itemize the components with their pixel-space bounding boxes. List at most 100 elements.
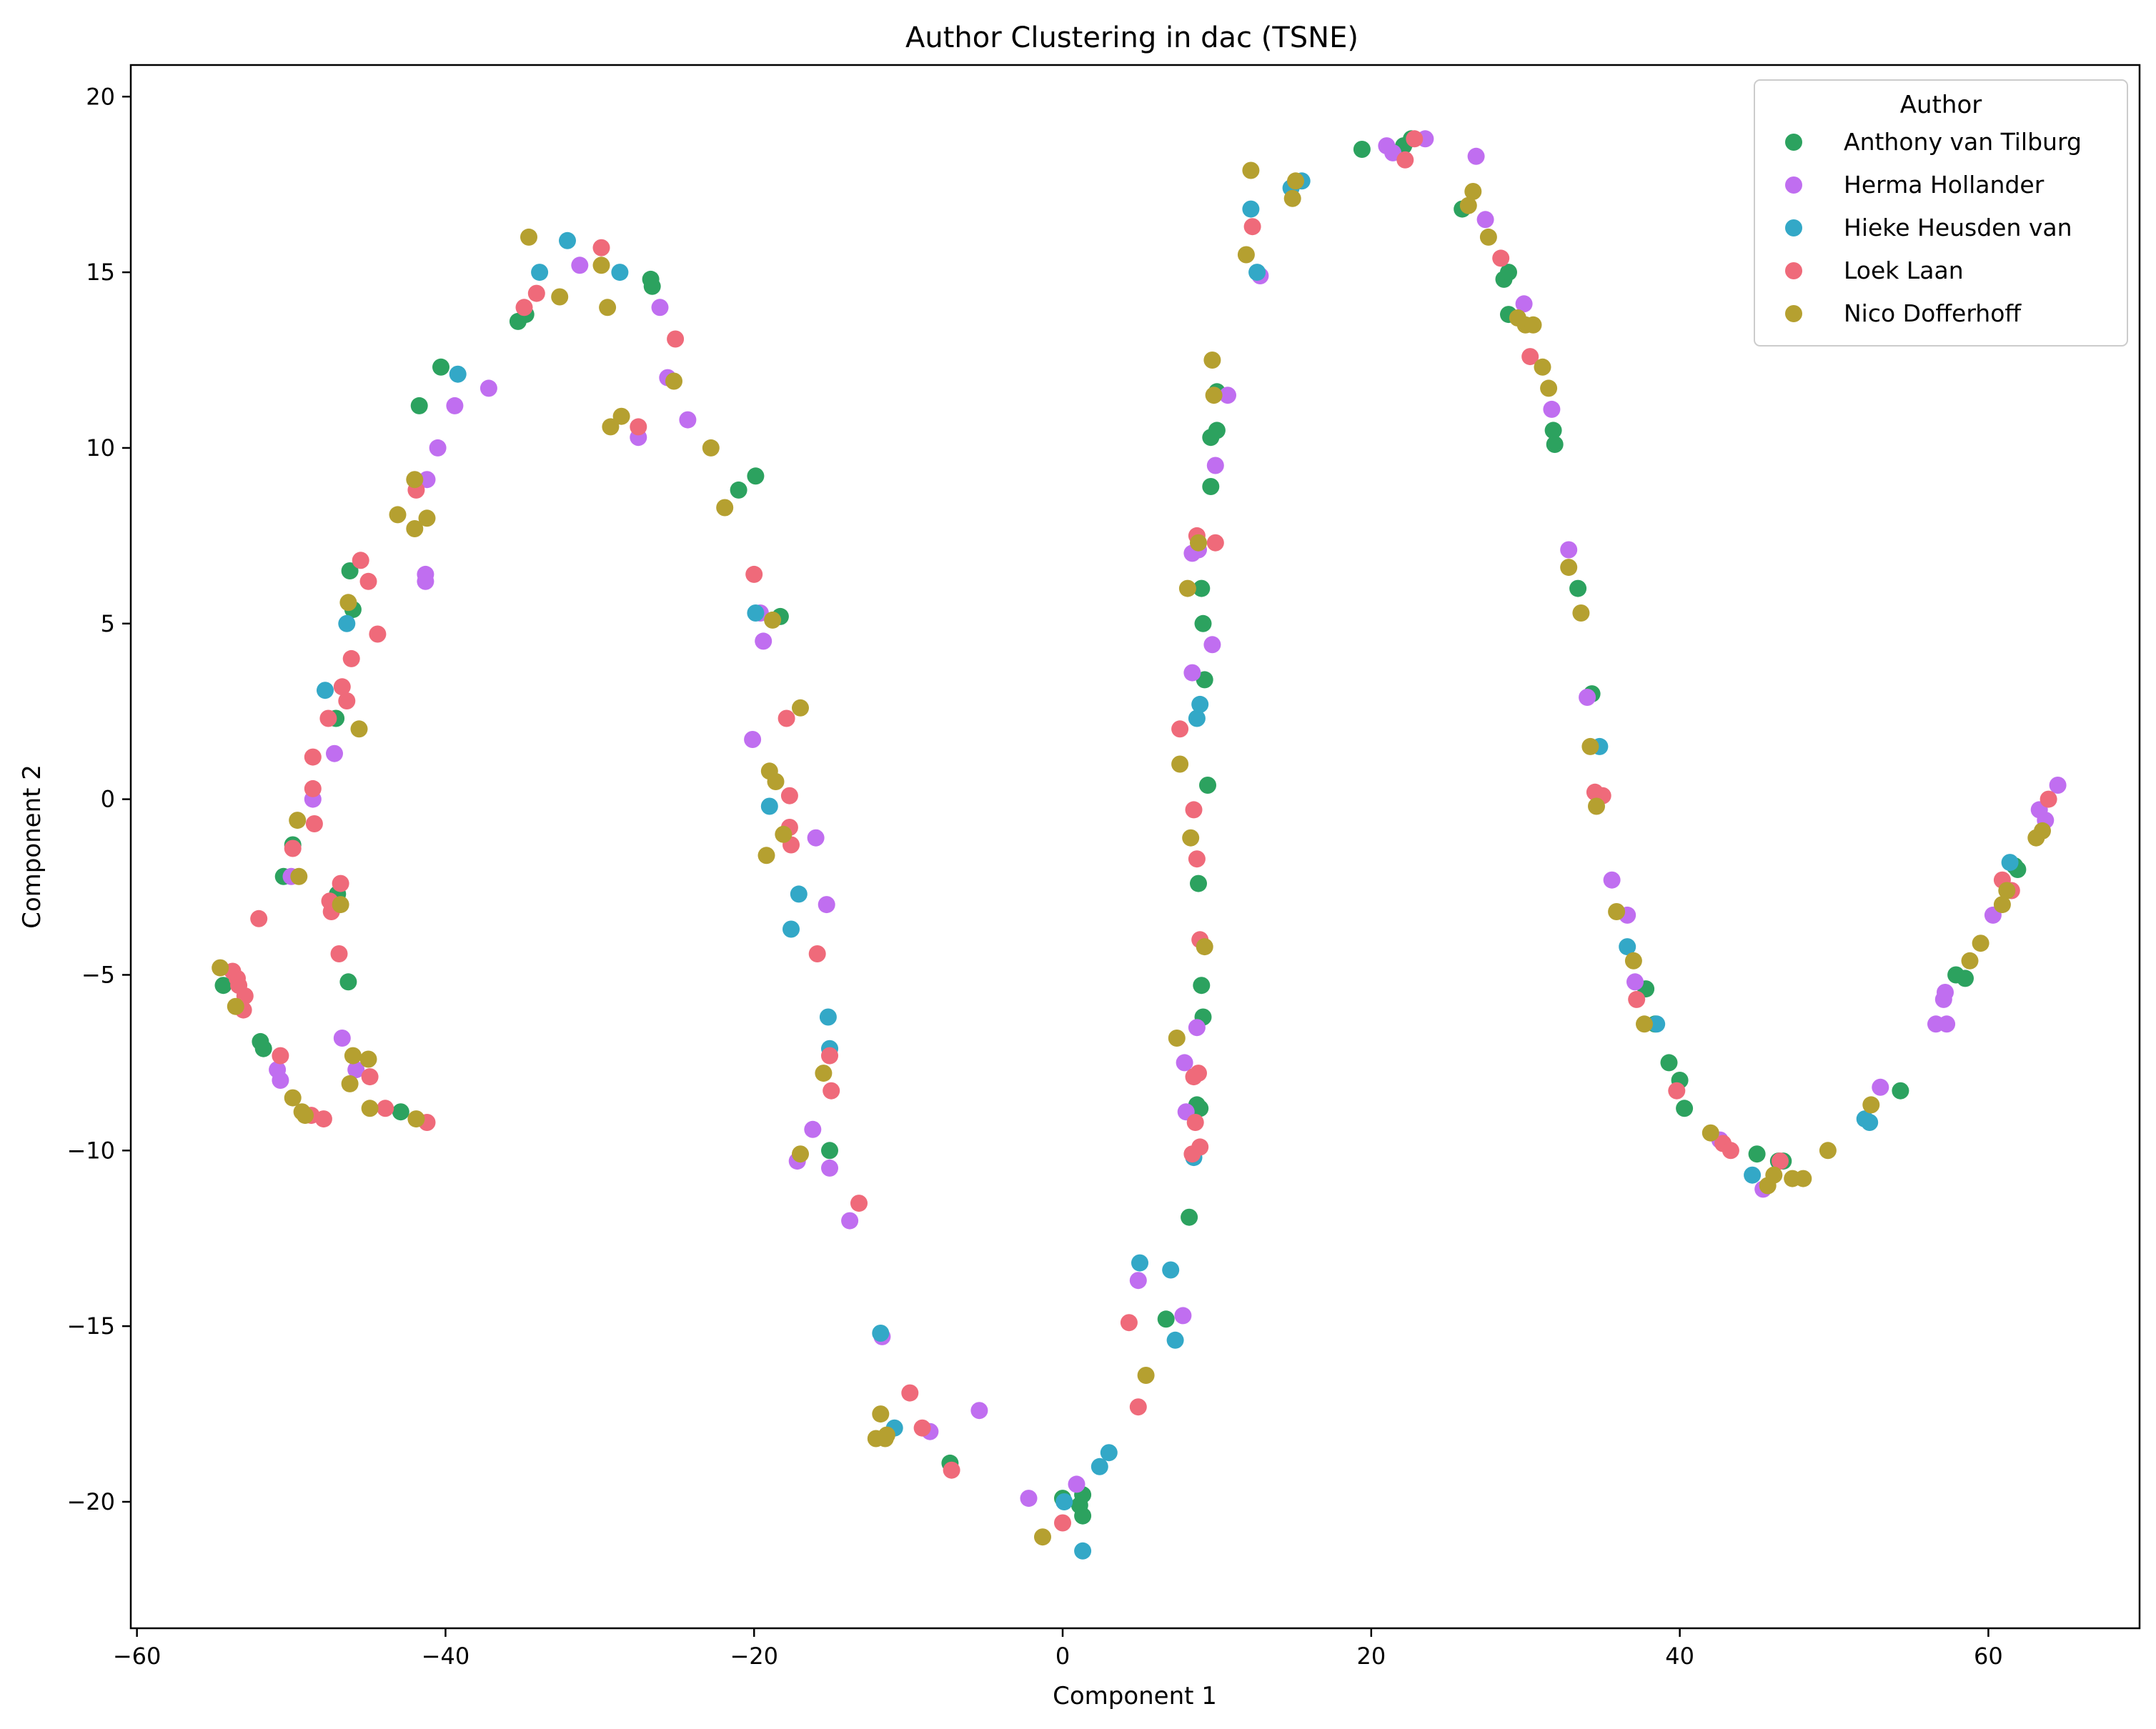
scatter-point [407, 1110, 425, 1128]
scatter-point [1205, 387, 1223, 404]
y-tick-label: −15 [66, 1312, 115, 1340]
scatter-point [304, 779, 322, 797]
scatter-point [747, 467, 765, 485]
scatter-point [1569, 579, 1587, 597]
scatter-point [1190, 1065, 1207, 1082]
scatter-point [319, 709, 337, 727]
scatter-point [1242, 200, 1260, 218]
scatter-point [1157, 1310, 1175, 1328]
legend-marker [1785, 219, 1802, 236]
scatter-point [1283, 189, 1301, 207]
scatter-point [943, 1461, 960, 1479]
scatter-point [520, 228, 537, 246]
legend: Author Anthony van Tilburg Herma Hollande… [1754, 79, 2128, 347]
scatter-point [326, 744, 343, 762]
scatter-point [821, 1159, 838, 1177]
scatter-point [1588, 797, 1605, 815]
scatter-point [611, 264, 629, 281]
scatter-point [333, 678, 351, 696]
scatter-point [807, 829, 825, 847]
scatter-point [1208, 422, 1226, 439]
legend-box [1754, 79, 2128, 347]
scatter-point [1068, 1475, 1086, 1493]
scatter-point [1054, 1514, 1071, 1532]
scatter-point [592, 239, 610, 256]
scatter-point [651, 299, 669, 317]
x-tick-label: 60 [1974, 1643, 2003, 1670]
scatter-point [1560, 541, 1578, 559]
scatter-point [297, 1107, 314, 1125]
scatter-point [1492, 249, 1510, 267]
scatter-point [1521, 348, 1539, 366]
legend-marker [1785, 134, 1802, 151]
y-tick-label: −20 [66, 1488, 115, 1515]
scatter-point [2001, 854, 2019, 872]
x-tick-label: −20 [730, 1643, 778, 1670]
scatter-point [1861, 1114, 1879, 1131]
scatter-point [527, 284, 545, 302]
scatter-point [1162, 1261, 1180, 1279]
x-tick-label: −40 [422, 1643, 470, 1670]
scatter-point [339, 594, 357, 612]
scatter-point [1199, 777, 1216, 794]
scatter-point [764, 611, 782, 629]
scatter-point [1120, 1314, 1138, 1332]
scatter-point [272, 1072, 289, 1089]
scatter-point [778, 709, 795, 727]
x-tick-label: 20 [1356, 1643, 1386, 1670]
scatter-point [1628, 990, 1646, 1008]
scatter-point [406, 520, 424, 537]
scatter-point [1219, 387, 1236, 404]
scatter-point [480, 379, 497, 397]
scatter-point [317, 682, 334, 699]
scatter-point [1074, 1542, 1092, 1560]
scatter-point [1353, 141, 1371, 158]
scatter-point [1772, 1152, 1789, 1170]
scatter-point [1676, 1100, 1694, 1117]
scatter-point [1560, 559, 1578, 577]
scatter-point [815, 1065, 833, 1082]
y-tick-label: 10 [86, 434, 115, 462]
scatter-point [1193, 977, 1211, 995]
legend-label: Nico Dofferhoff [1844, 299, 2022, 327]
scatter-point [1188, 1019, 1206, 1037]
scatter-point [808, 945, 826, 962]
scatter-point [289, 812, 307, 829]
y-tick-label: 5 [101, 610, 115, 637]
scatter-point [1137, 1367, 1155, 1384]
y-tick-label: −10 [66, 1137, 115, 1164]
scatter-point [1544, 422, 1562, 439]
scatter-point [1396, 151, 1414, 169]
scatter-point [341, 1075, 359, 1092]
scatter-point [250, 910, 268, 927]
scatter-point [821, 1142, 838, 1160]
scatter-point [872, 1405, 890, 1423]
scatter-point [767, 773, 785, 790]
scatter-point [602, 418, 620, 436]
scatter-point [2034, 822, 2051, 839]
scatter-point [347, 1061, 365, 1079]
scatter-point [1819, 1142, 1837, 1160]
scatter-point [290, 867, 308, 885]
scatter-point [1174, 1307, 1192, 1325]
y-axis: −20 −15 −10 −5 0 5 10 15 20 [66, 83, 131, 1515]
scatter-point [1524, 316, 1542, 334]
scatter-point [1546, 436, 1564, 453]
scatter-point [369, 625, 387, 643]
scatter-point [352, 552, 369, 569]
scatter-point [1479, 228, 1497, 246]
scatter-point [1203, 636, 1221, 654]
legend-marker [1785, 262, 1802, 279]
x-tick-label: 40 [1665, 1643, 1694, 1670]
scatter-point [1091, 1458, 1108, 1475]
scatter-point [333, 1030, 351, 1047]
scatter-point [1540, 379, 1558, 397]
scatter-point [1624, 952, 1642, 970]
scatter-point [344, 1047, 362, 1065]
scatter-point [1203, 352, 1221, 369]
scatter-point [304, 748, 322, 766]
scatter-point [2049, 777, 2067, 794]
x-axis: −60 −40 −20 0 20 40 60 [113, 1628, 2003, 1670]
scatter-point [792, 699, 809, 717]
scatter-point [1131, 1254, 1148, 1272]
